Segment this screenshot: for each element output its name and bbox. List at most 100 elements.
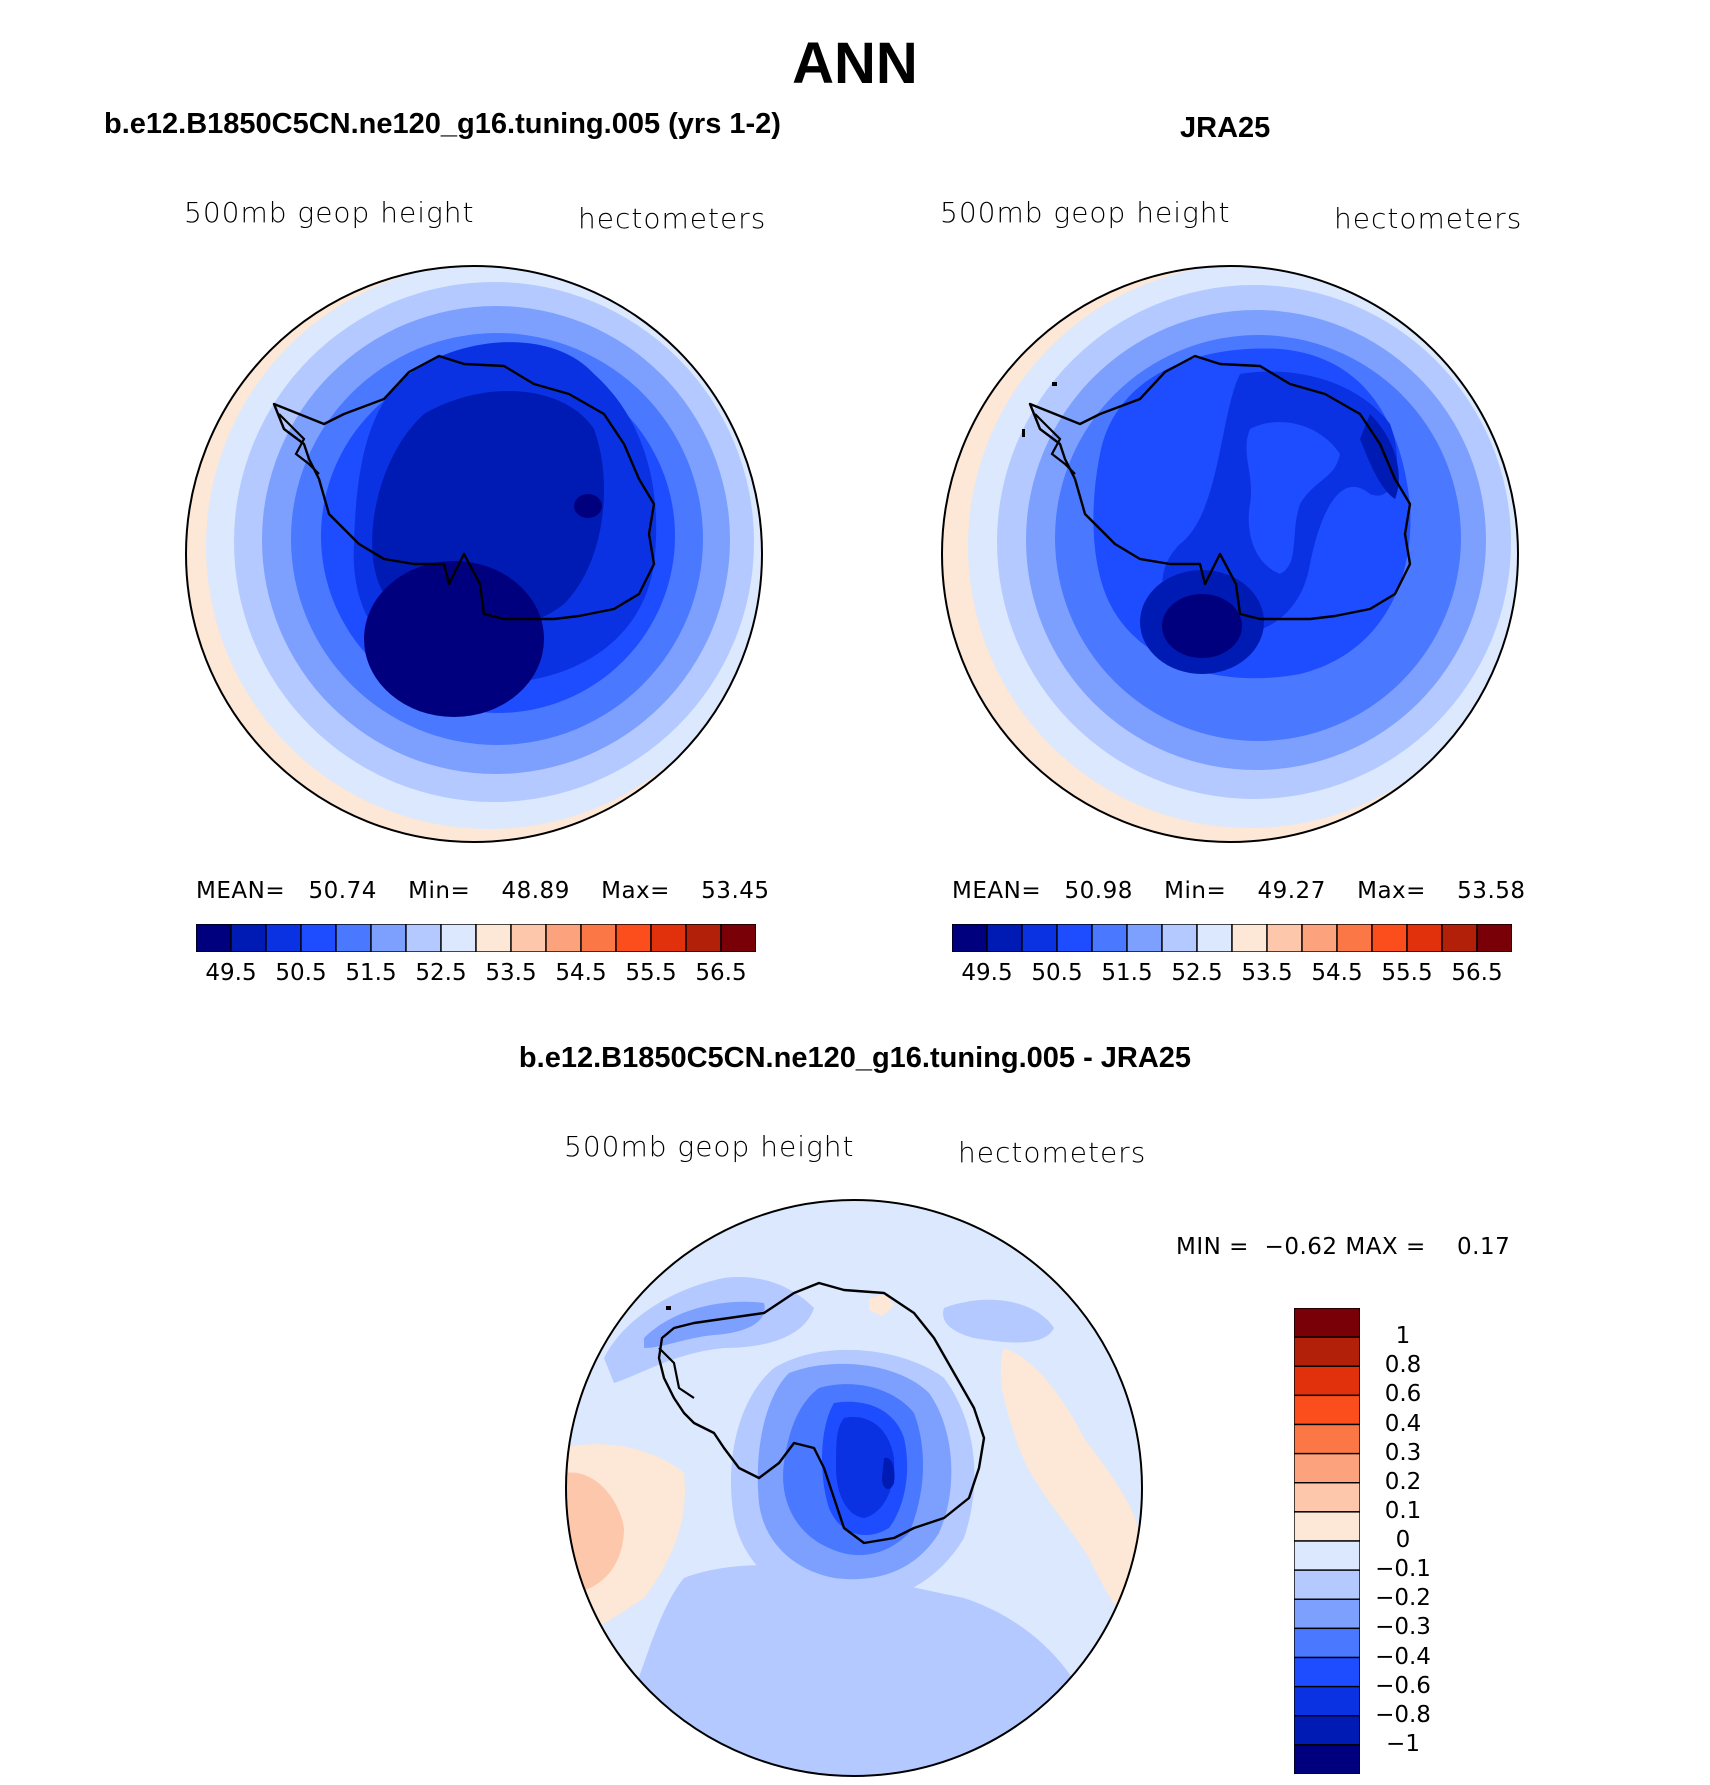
model-units-label: hectometers [578, 202, 767, 235]
model-colorbar-box [475, 923, 512, 953]
obs-colorbar-tick-label: 53.5 [1241, 960, 1293, 986]
main-title: ANN [792, 31, 918, 96]
model-colorbar-box [265, 923, 302, 953]
model-colorbar-ticks: 49.5 50.5 51.5 52.5 53.5 54.5 55.5 56.5 [196, 960, 756, 990]
diff-colorbar-tick-label: −0.6 [1375, 1672, 1431, 1699]
obs-variable-label: 500mb geop height [940, 196, 1231, 229]
model-colorbar-box [510, 923, 547, 953]
model-colorbar-box [335, 923, 372, 953]
model-peninsula-coast [278, 413, 320, 475]
diff-coastline [657, 1281, 986, 1545]
obs-polar-map [941, 265, 1519, 843]
obs-colorbar-box [1406, 923, 1443, 953]
model-colorbar-tick-label: 54.5 [555, 960, 607, 986]
model-colorbar-box [300, 923, 337, 953]
diff-field-central-5 [836, 1417, 895, 1518]
model-colorbar [195, 923, 757, 953]
obs-colorbar-box [1441, 923, 1478, 953]
obs-colorbar-box [1196, 923, 1233, 953]
diff-field-northwest-core [644, 1301, 765, 1348]
diff-colorbar-tick-label: 0 [1395, 1527, 1411, 1553]
diff-colorbar-box [1294, 1715, 1360, 1746]
diff-colorbar-tick-label: 0.6 [1384, 1381, 1422, 1408]
diff-colorbar-box [1294, 1627, 1360, 1659]
model-colorbar-box [545, 923, 582, 953]
obs-colorbar-box [1266, 923, 1303, 953]
diff-colorbar-box [1294, 1452, 1360, 1484]
obs-colorbar-box [1021, 923, 1058, 953]
obs-field-band-min [1162, 594, 1242, 658]
diff-colorbar-box [1294, 1423, 1360, 1455]
obs-colorbar-box [1091, 923, 1128, 953]
obs-colorbar-box [1126, 923, 1163, 953]
diff-colorbar-box [1294, 1482, 1360, 1513]
model-colorbar-box [580, 923, 617, 953]
diff-colorbar-tick-label: −0.1 [1375, 1556, 1431, 1583]
model-coastline [272, 354, 656, 621]
diff-colorbar-box [1294, 1336, 1360, 1367]
model-colorbar-tick-label: 49.5 [205, 960, 257, 986]
model-colorbar-tick-label: 53.5 [485, 960, 537, 986]
model-colorbar-tick-label: 55.5 [625, 960, 677, 986]
diff-colorbar-box [1294, 1598, 1360, 1630]
model-colorbar-box [230, 923, 267, 953]
diff-variable-label: 500mb geop height [564, 1130, 855, 1163]
diff-panel-title: b.e12.B1850C5CN.ne120_g16.tuning.005 - J… [518, 1042, 1192, 1074]
model-variable-label: 500mb geop height [184, 196, 475, 229]
diff-colorbar-tick-label: 0.1 [1384, 1497, 1422, 1524]
diff-colorbar-tick-label: 0.2 [1384, 1468, 1422, 1495]
diff-colorbar-box [1294, 1685, 1360, 1717]
model-colorbar-box [195, 923, 232, 953]
diff-colorbar-tick-label: 0.3 [1384, 1439, 1422, 1466]
diff-field-central-min [882, 1457, 895, 1490]
model-colorbar-box [615, 923, 652, 953]
model-colorbar-tick-label: 50.5 [275, 960, 327, 986]
model-field-local-min [574, 494, 602, 518]
model-colorbar-box [650, 923, 687, 953]
diff-field-south-band [624, 1565, 1084, 1776]
obs-colorbar-tick-label: 52.5 [1171, 960, 1223, 986]
obs-colorbar [951, 923, 1513, 953]
obs-panel-title: JRA25 [1180, 112, 1271, 144]
obs-colorbar-ticks: 49.5 50.5 51.5 52.5 53.5 54.5 55.5 56.5 [952, 960, 1512, 990]
obs-colorbar-tick-label: 50.5 [1031, 960, 1083, 986]
obs-colorbar-box [1056, 923, 1093, 953]
obs-units-label: hectometers [1334, 202, 1523, 235]
obs-field-inner-lighter [1246, 422, 1340, 574]
model-polar-map [185, 265, 763, 843]
diff-field-west-positive-strong [566, 1472, 624, 1593]
diff-colorbar-box [1294, 1308, 1360, 1338]
obs-stats: MEAN= 50.98 Min= 49.27 Max= 53.58 [952, 878, 1526, 904]
diff-field-east-positive [1000, 1348, 1142, 1620]
model-colorbar-tick-label: 51.5 [345, 960, 397, 986]
diff-colorbar-tick-label: −1 [1386, 1730, 1420, 1757]
obs-colorbar-box [1476, 923, 1513, 953]
diff-colorbar-box [1294, 1511, 1360, 1542]
obs-colorbar-tick-label: 51.5 [1101, 960, 1153, 986]
obs-colorbar-box [1301, 923, 1338, 953]
model-colorbar-box [405, 923, 442, 953]
obs-coastline [1028, 354, 1412, 621]
obs-colorbar-tick-label: 56.5 [1451, 960, 1503, 986]
diff-colorbar-box [1294, 1569, 1360, 1600]
diff-peninsula-coast [658, 1347, 695, 1399]
obs-field-ne-dark [1360, 414, 1399, 499]
diff-colorbar-tick-label: −0.8 [1375, 1701, 1431, 1728]
obs-colorbar-box [951, 923, 988, 953]
diff-colorbar-tick-label: 0.4 [1384, 1410, 1422, 1437]
model-colorbar-box [440, 923, 477, 953]
diff-colorbar-box [1294, 1394, 1360, 1426]
diff-field-north-positive [869, 1294, 894, 1316]
diff-colorbar-tick-label: −0.3 [1375, 1614, 1431, 1641]
model-colorbar-tick-label: 52.5 [415, 960, 467, 986]
obs-colorbar-box [1231, 923, 1268, 953]
obs-colorbar-tick-label: 54.5 [1311, 960, 1363, 986]
model-colorbar-box [685, 923, 722, 953]
model-colorbar-tick-label: 56.5 [695, 960, 747, 986]
obs-peninsula-coast [1034, 413, 1076, 475]
obs-colorbar-box [1161, 923, 1198, 953]
diff-colorbar-box [1294, 1656, 1360, 1688]
diff-colorbar-tick-label: 1 [1395, 1323, 1411, 1350]
obs-colorbar-tick-label: 49.5 [961, 960, 1013, 986]
diff-units-label: hectometers [958, 1136, 1147, 1169]
